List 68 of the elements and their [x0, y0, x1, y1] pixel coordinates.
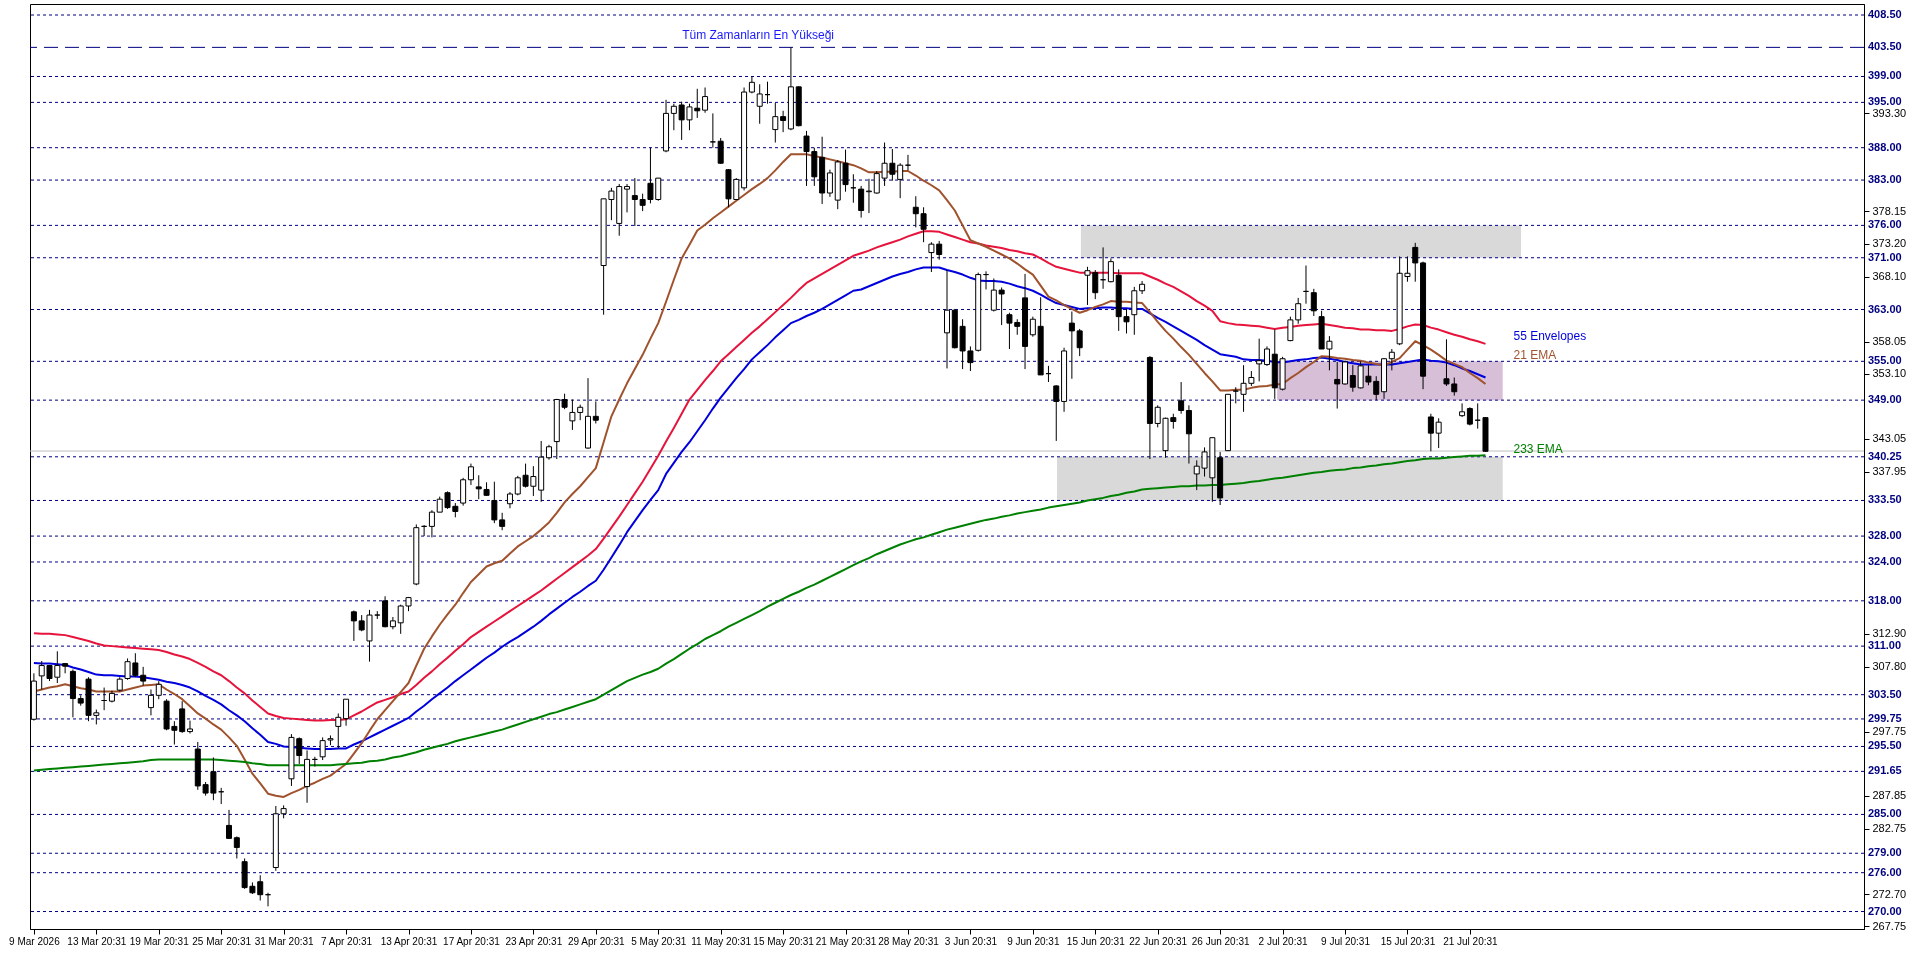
x-tick-label: 21 Jul 20:31: [1443, 935, 1499, 947]
y-tick-label: 287.85: [1872, 789, 1907, 802]
ref-line-label: 408.50: [1868, 8, 1902, 20]
y-tick-label: 393.30: [1872, 106, 1907, 119]
ref-line-label: 371.00: [1868, 250, 1902, 263]
x-tick-label: 9 Jul 20:31: [1321, 935, 1371, 947]
ref-line-label: 303.50: [1868, 687, 1902, 700]
ref-line-label: 388.00: [1868, 140, 1902, 153]
x-tick-label: 26 Jun 20:31: [1191, 935, 1250, 947]
y-tick-label: 337.95: [1872, 465, 1907, 478]
x-tick-label: 9 Mar 2026: [9, 935, 61, 947]
x-tick-label: 21 May 20:31: [815, 935, 877, 947]
x-tick-label: 9 Jun 20:31: [1007, 935, 1060, 947]
ref-line-label: 311.00: [1868, 639, 1902, 652]
text: 55 Envelopes: [1513, 329, 1587, 344]
text: 21 EMA: [1513, 347, 1557, 362]
y-tick-label: 343.05: [1872, 432, 1907, 445]
ref-line-label: 383.00: [1868, 173, 1902, 186]
x-tick-label: 15 Jul 20:31: [1380, 935, 1436, 947]
x-tick-label: 13 Mar 20:31: [67, 935, 127, 947]
ref-line-label: 403.50: [1868, 40, 1902, 53]
ref-line-label: 299.75: [1868, 711, 1902, 724]
x-tick-label: 11 May 20:31: [691, 935, 752, 947]
y-tick-label: 297.75: [1872, 725, 1907, 738]
y-tick-label: 373.20: [1872, 237, 1907, 249]
y-tick-label: 358.05: [1872, 335, 1907, 348]
ref-line-label: 399.00: [1868, 69, 1902, 82]
x-tick-label: 28 May 20:31: [878, 935, 940, 947]
y-tick-label: 353.10: [1872, 367, 1907, 380]
ref-line-label: 295.50: [1868, 739, 1902, 752]
ref-line-label: 376.00: [1868, 218, 1902, 231]
ref-line-label: 324.00: [1868, 554, 1902, 567]
text: 233 EMA: [1513, 442, 1563, 457]
x-tick-label: 17 Apr 20:31: [443, 935, 501, 947]
ref-line-label: 395.00: [1868, 95, 1902, 108]
x-tick-label: 5 May 20:31: [631, 935, 687, 947]
x-tick-label: 31 Mar 20:31: [254, 935, 315, 947]
ref-line-label: 340.25: [1868, 449, 1902, 462]
ref-line-label: 318.00: [1868, 593, 1902, 606]
ref-line-label: 363.00: [1868, 302, 1902, 315]
x-tick-label: 7 Apr 20:31: [320, 935, 373, 947]
annotation: Tüm Zamanların En Yükseği: [682, 28, 835, 43]
y-tick-label: 368.10: [1872, 270, 1907, 283]
x-tick-label: 22 Jun 20:31: [1129, 935, 1188, 947]
x-tick-label: 2 Jul 20:31: [1258, 935, 1308, 947]
x-tick-label: 19 Mar 20:31: [129, 935, 190, 947]
ref-line-label: 279.00: [1868, 846, 1902, 859]
y-tick-label: 267.75: [1872, 919, 1907, 932]
ref-line-label: 349.00: [1868, 393, 1902, 406]
x-tick-label: 15 May 20:31: [753, 935, 815, 947]
ref-line-label: 355.00: [1868, 354, 1902, 367]
y-tick-label: 282.75: [1872, 822, 1907, 835]
x-tick-label: 25 Mar 20:31: [192, 935, 252, 947]
y-tick-label: 312.90: [1872, 627, 1907, 640]
ref-line-label: 328.00: [1868, 529, 1902, 542]
x-tick-label: 13 Apr 20:31: [380, 935, 438, 947]
ref-line-label: 285.00: [1868, 807, 1902, 820]
y-tick-label: 307.80: [1872, 660, 1907, 673]
x-tick-label: 23 Apr 20:31: [505, 935, 563, 947]
ref-line-label: 270.00: [1868, 904, 1902, 917]
y-tick-label: 272.70: [1872, 887, 1907, 900]
ref-line-label: 333.50: [1868, 493, 1902, 506]
x-tick-label: 15 Jun 20:31: [1066, 935, 1126, 947]
y-tick-label: 378.15: [1872, 204, 1907, 217]
ref-line-label: 291.65: [1868, 764, 1902, 777]
x-tick-label: 3 Jun 20:31: [944, 935, 998, 947]
x-tick-label: 29 Apr 20:31: [567, 935, 626, 947]
ref-line-label: 276.00: [1868, 865, 1902, 878]
